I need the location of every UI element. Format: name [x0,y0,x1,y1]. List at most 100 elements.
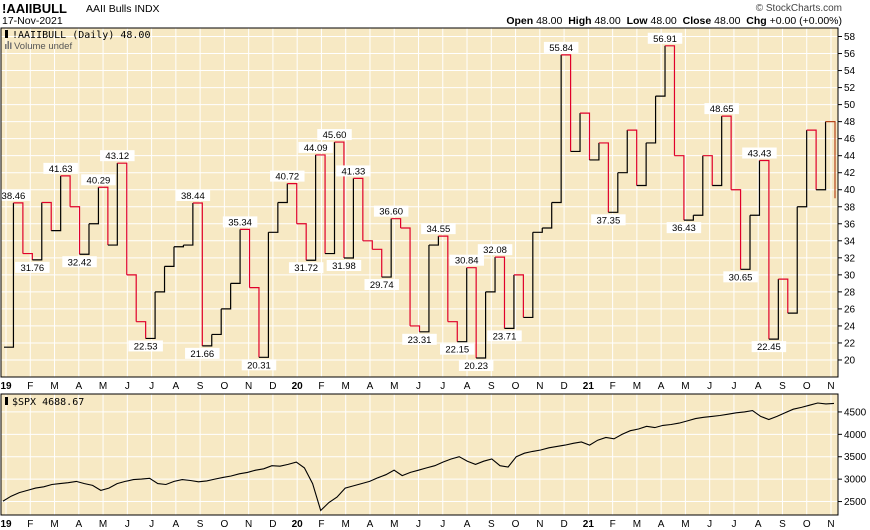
y-tick-label: 4000 [844,430,867,441]
step-up [277,183,288,204]
x-tick-label: J [149,381,154,392]
data-label-box [364,279,399,291]
x-tick-label: A [367,519,374,530]
data-label: 23.31 [408,335,432,346]
x-tick-label: J [731,519,736,530]
step-down [731,189,742,270]
bottom-panel-frame [0,393,839,516]
data-label-box [449,254,484,266]
y-tick-label: 3500 [844,452,867,463]
step-up [258,232,270,358]
spx-legend-label: $SPX 4688.67 [12,397,84,408]
data-label: 31.72 [294,263,318,274]
step-up [768,279,779,340]
data-label: 32.42 [68,257,92,268]
x-tick-label: J [707,519,712,530]
step-up [221,283,232,310]
x-tick-label: A [755,381,762,392]
step-up [107,163,118,246]
bull-series-steps [4,45,836,359]
x-tick-label: A [658,519,665,530]
data-label-box [128,340,163,352]
data-label: 45.60 [323,130,347,141]
data-label-box [647,32,683,44]
step-up [570,113,581,153]
data-label-box [704,103,739,115]
data-label-box [421,223,456,235]
top-panel-frame [0,27,839,378]
data-label: 23.71 [493,331,517,342]
step-up [485,257,496,293]
symbol-name-text: AAII Bulls [86,3,132,15]
x-tick-label: M [342,381,350,392]
y-tick-label: 30 [844,270,856,281]
bottom-panel-background [1,394,838,515]
x-tick-label: F [27,381,33,392]
high-value: 48.00 [594,15,621,27]
y-tick-label: 54 [844,66,856,77]
x-tick-label: M [50,519,58,530]
data-label: 34.55 [426,224,450,235]
x-tick-label: A [464,381,471,392]
step-up [32,202,43,261]
step-down [334,141,345,258]
data-label-box [373,205,409,217]
data-label: 35.34 [228,217,252,228]
step-up [797,130,808,208]
step-down [372,248,383,278]
data-label: 41.33 [342,166,366,177]
x-tick-label: M [633,381,641,392]
exchange-text: INDX [134,3,160,15]
step-up [173,245,185,248]
data-label: 36.60 [379,207,403,218]
x-tick-label: M [681,381,689,392]
data-label-box [591,214,626,226]
data-label: 31.98 [332,261,356,272]
step-down [561,54,572,152]
data-label: 20.23 [464,361,488,372]
data-label-box [487,330,522,342]
x-tick-label: J [149,519,154,530]
symbol-name: AAII Bulls INDX [86,3,160,15]
low-value: 48.00 [650,15,677,27]
step-up [750,160,761,216]
data-label-box [440,343,475,355]
step-down [665,45,676,156]
data-label: 44.09 [304,143,328,154]
step-up [551,54,562,204]
step-up [164,246,175,267]
bottom-legend: $SPX 4688.67 [5,397,84,408]
step-up [532,228,543,233]
x-tick-label: 20 [292,519,304,530]
step-down [580,112,591,160]
step-down [296,223,307,261]
x-tick-label: A [658,381,665,392]
x-tick-label: M [342,519,350,530]
y-tick-label: 26 [844,304,856,315]
step-down [240,228,251,288]
x-tick-label: N [536,381,543,392]
step-up [693,155,704,216]
data-label: 22.45 [757,342,781,353]
data-label-box [241,359,277,371]
data-label: 20.31 [247,360,271,371]
step-down [353,177,364,241]
x-tick-label: A [173,519,180,530]
data-label-box [175,190,211,202]
high-label: High [568,15,592,27]
x-tick-label: A [464,519,471,530]
y-tick-label: 32 [844,253,856,264]
step-up [155,266,166,293]
x-tick-label: N [245,381,252,392]
step-up [325,142,336,255]
x-tick-label: D [269,381,276,392]
y-tick-label: 2500 [844,497,867,508]
x-tick-label: F [610,381,616,392]
step-up [636,142,647,187]
y-tick-label: 22 [844,338,856,349]
x-tick-label: S [779,519,786,530]
x-tick-label: 20 [292,381,304,392]
step-down [466,267,477,359]
data-label-box [270,170,305,182]
data-label: 41.63 [49,164,73,175]
